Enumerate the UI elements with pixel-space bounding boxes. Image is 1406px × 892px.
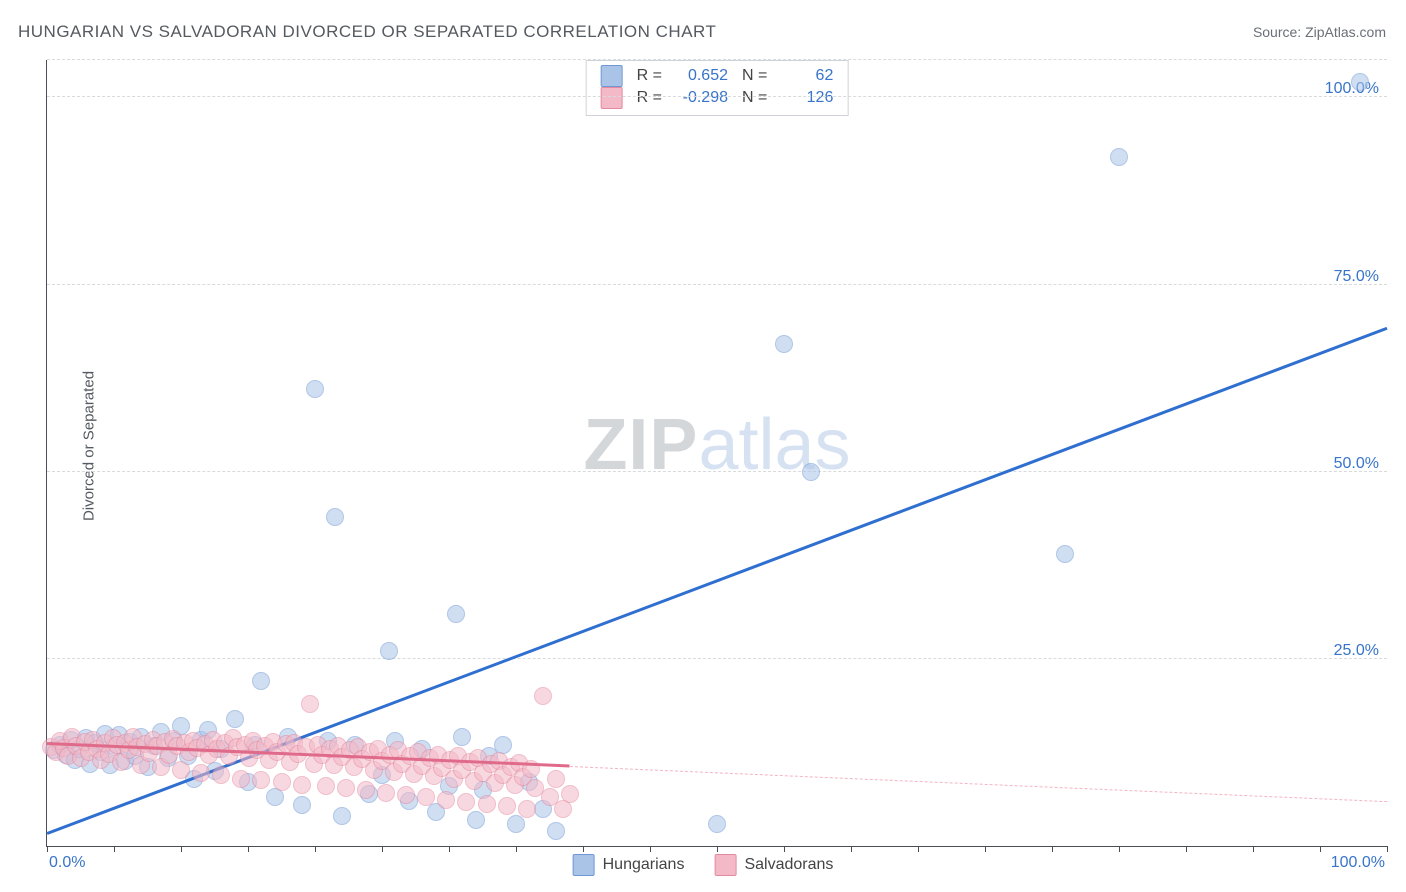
data-point-hungarians — [453, 728, 471, 746]
data-point-salvadorans — [212, 766, 230, 784]
data-point-salvadorans — [301, 695, 319, 713]
gridline — [47, 284, 1387, 285]
gridline — [47, 471, 1387, 472]
n-value-s: 126 — [777, 87, 833, 109]
data-point-hungarians — [1351, 73, 1369, 91]
data-point-hungarians — [226, 710, 244, 728]
x-tick — [918, 846, 919, 852]
swatch-hungarians-bottom — [573, 854, 595, 876]
scatter-plot-area: ZIPatlas R = 0.652 N = 62 R = -0.298 N =… — [46, 60, 1387, 847]
data-point-salvadorans — [337, 779, 355, 797]
x-tick — [47, 846, 48, 852]
gridline — [47, 59, 1387, 60]
data-point-hungarians — [802, 463, 820, 481]
series-legend: Hungarians Salvadorans — [573, 854, 834, 876]
legend-label-hungarians: Hungarians — [603, 856, 685, 874]
correlation-legend: R = 0.652 N = 62 R = -0.298 N = 126 — [586, 60, 849, 116]
data-point-hungarians — [380, 642, 398, 660]
x-tick — [1052, 846, 1053, 852]
chart-title: HUNGARIAN VS SALVADORAN DIVORCED OR SEPA… — [18, 22, 716, 42]
x-tick — [1119, 846, 1120, 852]
x-tick — [985, 846, 986, 852]
n-value-h: 62 — [777, 65, 833, 87]
watermark-atlas: atlas — [698, 405, 850, 485]
data-point-salvadorans — [252, 771, 270, 789]
data-point-salvadorans — [498, 797, 516, 815]
trend-line-extrapolated — [570, 766, 1387, 802]
r-value-s: -0.298 — [672, 87, 728, 109]
x-tick — [784, 846, 785, 852]
data-point-hungarians — [447, 605, 465, 623]
x-tick — [583, 846, 584, 852]
data-point-salvadorans — [518, 800, 536, 818]
x-tick — [248, 846, 249, 852]
data-point-hungarians — [326, 508, 344, 526]
source-attribution: Source: ZipAtlas.com — [1253, 24, 1386, 40]
gridline — [47, 96, 1387, 97]
x-tick — [650, 846, 651, 852]
x-axis-label-max: 100.0% — [1331, 854, 1385, 872]
source-name: ZipAtlas.com — [1305, 24, 1386, 40]
legend-item-hungarians: Hungarians — [573, 854, 685, 876]
watermark-zip: ZIP — [583, 405, 698, 485]
swatch-hungarians — [601, 65, 623, 87]
x-tick — [382, 846, 383, 852]
x-tick — [1387, 846, 1388, 852]
source-prefix: Source: — [1253, 24, 1305, 40]
data-point-salvadorans — [397, 786, 415, 804]
n-label-s: N = — [742, 87, 767, 109]
x-axis-label-min: 0.0% — [49, 854, 85, 872]
r-label-h: R = — [637, 65, 662, 87]
data-point-salvadorans — [172, 761, 190, 779]
x-tick — [1253, 846, 1254, 852]
x-tick — [717, 846, 718, 852]
data-point-salvadorans — [192, 764, 210, 782]
r-label-s: R = — [637, 87, 662, 109]
data-point-hungarians — [293, 796, 311, 814]
data-point-hungarians — [306, 380, 324, 398]
y-tick-label: 50.0% — [1334, 455, 1379, 473]
x-tick — [1186, 846, 1187, 852]
legend-item-salvadorans: Salvadorans — [714, 854, 833, 876]
swatch-salvadorans — [601, 87, 623, 109]
data-point-hungarians — [467, 811, 485, 829]
data-point-salvadorans — [478, 795, 496, 813]
data-point-hungarians — [1056, 545, 1074, 563]
data-point-hungarians — [1110, 148, 1128, 166]
data-point-salvadorans — [534, 687, 552, 705]
swatch-salvadorans-bottom — [714, 854, 736, 876]
legend-row-hungarians: R = 0.652 N = 62 — [601, 65, 834, 87]
data-point-hungarians — [333, 807, 351, 825]
x-tick — [516, 846, 517, 852]
data-point-salvadorans — [232, 770, 250, 788]
x-tick — [1320, 846, 1321, 852]
data-point-salvadorans — [457, 793, 475, 811]
gridline — [47, 658, 1387, 659]
x-tick — [449, 846, 450, 852]
legend-row-salvadorans: R = -0.298 N = 126 — [601, 87, 834, 109]
data-point-salvadorans — [273, 773, 291, 791]
n-label-h: N = — [742, 65, 767, 87]
x-tick — [851, 846, 852, 852]
data-point-salvadorans — [547, 770, 565, 788]
data-point-salvadorans — [437, 791, 455, 809]
x-tick — [181, 846, 182, 852]
data-point-salvadorans — [377, 784, 395, 802]
data-point-hungarians — [547, 822, 565, 840]
y-tick-label: 75.0% — [1334, 268, 1379, 286]
data-point-hungarians — [775, 335, 793, 353]
data-point-hungarians — [252, 672, 270, 690]
data-point-hungarians — [708, 815, 726, 833]
data-point-salvadorans — [357, 781, 375, 799]
r-value-h: 0.652 — [672, 65, 728, 87]
data-point-salvadorans — [417, 788, 435, 806]
x-tick — [315, 846, 316, 852]
x-tick — [114, 846, 115, 852]
y-tick-label: 25.0% — [1334, 642, 1379, 660]
data-point-salvadorans — [317, 777, 335, 795]
data-point-salvadorans — [293, 776, 311, 794]
data-point-salvadorans — [561, 785, 579, 803]
data-point-hungarians — [507, 815, 525, 833]
legend-label-salvadorans: Salvadorans — [744, 856, 833, 874]
